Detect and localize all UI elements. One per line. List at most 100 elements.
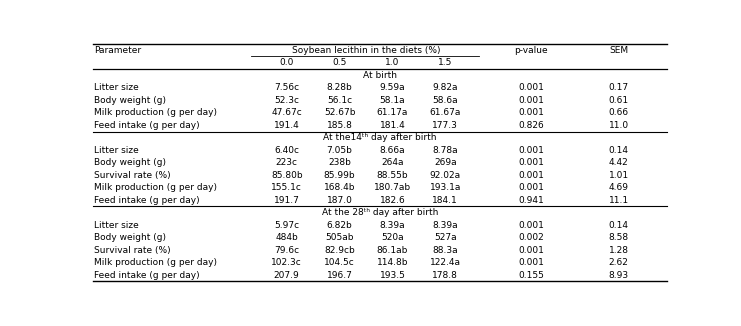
- Text: 104.5c: 104.5c: [325, 258, 355, 267]
- Text: 520a: 520a: [381, 233, 404, 242]
- Text: 58.6a: 58.6a: [433, 96, 458, 105]
- Text: 264a: 264a: [381, 158, 404, 167]
- Text: 0.155: 0.155: [519, 271, 545, 280]
- Text: 56.1c: 56.1c: [327, 96, 352, 105]
- Text: 8.58: 8.58: [608, 233, 628, 242]
- Text: Feed intake (g per day): Feed intake (g per day): [94, 121, 200, 130]
- Text: 238b: 238b: [328, 158, 351, 167]
- Text: At the14ᵗʰ day after birth: At the14ᵗʰ day after birth: [323, 133, 436, 142]
- Text: 178.8: 178.8: [432, 271, 458, 280]
- Text: 0.001: 0.001: [519, 246, 545, 255]
- Text: 122.4a: 122.4a: [430, 258, 461, 267]
- Text: 155.1c: 155.1c: [271, 183, 302, 192]
- Text: 47.67c: 47.67c: [271, 108, 302, 117]
- Text: 6.40c: 6.40c: [274, 146, 299, 155]
- Text: Soybean lecithin in the diets (%): Soybean lecithin in the diets (%): [292, 46, 440, 55]
- Text: Feed intake (g per day): Feed intake (g per day): [94, 271, 200, 280]
- Text: Feed intake (g per day): Feed intake (g per day): [94, 196, 200, 205]
- Text: At birth: At birth: [363, 71, 396, 80]
- Text: 191.7: 191.7: [273, 196, 299, 205]
- Text: Survival rate (%): Survival rate (%): [94, 171, 171, 180]
- Text: Litter size: Litter size: [94, 83, 139, 92]
- Text: 85.99b: 85.99b: [324, 171, 356, 180]
- Text: 52.67b: 52.67b: [324, 108, 356, 117]
- Text: 0.14: 0.14: [608, 146, 628, 155]
- Text: 7.56c: 7.56c: [274, 83, 299, 92]
- Text: 102.3c: 102.3c: [271, 258, 302, 267]
- Text: 187.0: 187.0: [327, 196, 353, 205]
- Text: 1.01: 1.01: [608, 171, 628, 180]
- Text: 168.4b: 168.4b: [324, 183, 356, 192]
- Text: 0.0: 0.0: [279, 58, 294, 67]
- Text: 193.1a: 193.1a: [430, 183, 461, 192]
- Text: 5.97c: 5.97c: [274, 221, 299, 230]
- Text: 0.001: 0.001: [519, 171, 545, 180]
- Text: 1.0: 1.0: [385, 58, 399, 67]
- Text: 114.8b: 114.8b: [376, 258, 408, 267]
- Text: 0.001: 0.001: [519, 221, 545, 230]
- Text: 177.3: 177.3: [432, 121, 458, 130]
- Text: 185.8: 185.8: [327, 121, 353, 130]
- Text: 0.001: 0.001: [519, 158, 545, 167]
- Text: 1.28: 1.28: [608, 246, 628, 255]
- Text: Milk production (g per day): Milk production (g per day): [94, 108, 217, 117]
- Text: 0.941: 0.941: [519, 196, 544, 205]
- Text: 0.001: 0.001: [519, 183, 545, 192]
- Text: 8.28b: 8.28b: [327, 83, 353, 92]
- Text: 8.39a: 8.39a: [433, 221, 458, 230]
- Text: 196.7: 196.7: [327, 271, 353, 280]
- Text: 0.001: 0.001: [519, 258, 545, 267]
- Text: 86.1ab: 86.1ab: [376, 246, 408, 255]
- Text: 0.002: 0.002: [519, 233, 544, 242]
- Text: 61.17a: 61.17a: [376, 108, 408, 117]
- Text: 1.5: 1.5: [438, 58, 453, 67]
- Text: 11.1: 11.1: [608, 196, 628, 205]
- Text: 0.826: 0.826: [519, 121, 544, 130]
- Text: Survival rate (%): Survival rate (%): [94, 246, 171, 255]
- Text: 9.82a: 9.82a: [433, 83, 458, 92]
- Text: 180.7ab: 180.7ab: [373, 183, 411, 192]
- Text: p-value: p-value: [514, 46, 548, 55]
- Text: 88.3a: 88.3a: [433, 246, 458, 255]
- Text: 0.61: 0.61: [608, 96, 628, 105]
- Text: 8.93: 8.93: [608, 271, 628, 280]
- Text: 4.42: 4.42: [609, 158, 628, 167]
- Text: 2.62: 2.62: [608, 258, 628, 267]
- Text: 193.5: 193.5: [379, 271, 405, 280]
- Text: 11.0: 11.0: [608, 121, 628, 130]
- Text: 191.4: 191.4: [274, 121, 299, 130]
- Text: 505ab: 505ab: [325, 233, 353, 242]
- Text: 88.55b: 88.55b: [376, 171, 408, 180]
- Text: 8.78a: 8.78a: [433, 146, 458, 155]
- Text: 207.9: 207.9: [274, 271, 299, 280]
- Text: SEM: SEM: [609, 46, 628, 55]
- Text: 4.69: 4.69: [608, 183, 628, 192]
- Text: 0.001: 0.001: [519, 108, 545, 117]
- Text: Body weight (g): Body weight (g): [94, 96, 166, 105]
- Text: 58.1a: 58.1a: [379, 96, 405, 105]
- Text: Body weight (g): Body weight (g): [94, 158, 166, 167]
- Text: 7.05b: 7.05b: [327, 146, 353, 155]
- Text: 8.39a: 8.39a: [379, 221, 405, 230]
- Text: 0.17: 0.17: [608, 83, 628, 92]
- Text: 223c: 223c: [276, 158, 298, 167]
- Text: 184.1: 184.1: [432, 196, 458, 205]
- Text: 85.80b: 85.80b: [271, 171, 302, 180]
- Text: Milk production (g per day): Milk production (g per day): [94, 183, 217, 192]
- Text: 8.66a: 8.66a: [379, 146, 405, 155]
- Text: 9.59a: 9.59a: [379, 83, 405, 92]
- Text: 0.001: 0.001: [519, 83, 545, 92]
- Text: 0.001: 0.001: [519, 146, 545, 155]
- Text: 484b: 484b: [276, 233, 298, 242]
- Text: 79.6c: 79.6c: [274, 246, 299, 255]
- Text: Milk production (g per day): Milk production (g per day): [94, 258, 217, 267]
- Text: Litter size: Litter size: [94, 146, 139, 155]
- Text: 0.14: 0.14: [608, 221, 628, 230]
- Text: Parameter: Parameter: [94, 46, 142, 55]
- Text: 52.3c: 52.3c: [274, 96, 299, 105]
- Text: 527a: 527a: [434, 233, 456, 242]
- Text: 92.02a: 92.02a: [430, 171, 461, 180]
- Text: 182.6: 182.6: [379, 196, 405, 205]
- Text: Litter size: Litter size: [94, 221, 139, 230]
- Text: 61.67a: 61.67a: [430, 108, 461, 117]
